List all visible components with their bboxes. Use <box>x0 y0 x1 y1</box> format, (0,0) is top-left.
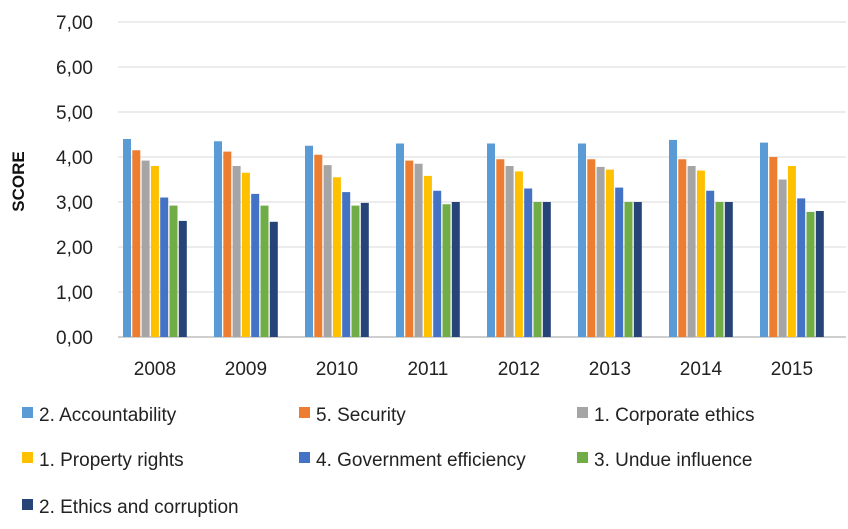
bar-4-government-efficiency <box>706 190 715 337</box>
legend-swatch <box>577 452 588 463</box>
bar-1-corporate-ethics <box>596 166 605 337</box>
bar-3-undue-influence <box>169 205 178 337</box>
bar-1-corporate-ethics <box>778 179 787 337</box>
legend-swatch <box>22 499 33 510</box>
bar-1-property-rights <box>605 169 614 337</box>
x-tick-label: 2012 <box>498 359 540 380</box>
legend: 2. Accountability 5. Security 1. Corporate… <box>22 405 755 518</box>
bar-2-accountability <box>396 143 404 337</box>
bars <box>123 139 824 337</box>
x-axis-ticks: 2008 2009 2010 2011 2012 2013 2014 2015 <box>134 359 813 380</box>
bar-1-corporate-ethics <box>141 160 150 337</box>
legend-label: 2. Accountability <box>39 405 177 426</box>
legend-swatch <box>299 452 310 463</box>
bar-2-accountability <box>123 139 131 337</box>
y-tick-label: 3,00 <box>56 193 93 214</box>
legend-swatch <box>22 407 33 418</box>
bar-1-corporate-ethics <box>414 163 423 337</box>
bar-1-property-rights <box>332 177 341 337</box>
bar-2-accountability <box>669 139 677 337</box>
y-tick-label: 7,00 <box>56 13 93 34</box>
bar-5-security <box>769 157 778 337</box>
y-tick-label: 5,00 <box>56 103 93 124</box>
legend-label: 1. Corporate ethics <box>594 405 755 426</box>
bar-4-government-efficiency <box>342 192 351 337</box>
x-tick-label: 2008 <box>134 359 176 380</box>
bar-2-ethics-and-corruption <box>542 202 551 337</box>
bar-1-property-rights <box>423 175 432 337</box>
bar-2-ethics-and-corruption <box>178 220 187 337</box>
bar-2-ethics-and-corruption <box>360 202 369 337</box>
x-tick-label: 2014 <box>680 359 723 380</box>
y-tick-label: 4,00 <box>56 148 93 169</box>
legend-label: 1. Property rights <box>39 450 184 471</box>
bar-1-property-rights <box>514 171 523 337</box>
bar-5-security <box>678 159 687 337</box>
bar-5-security <box>405 160 414 337</box>
y-tick-label: 2,00 <box>56 238 93 259</box>
bar-2-accountability <box>487 143 495 337</box>
bar-4-government-efficiency <box>433 190 442 337</box>
bar-2-accountability <box>305 145 313 337</box>
legend-label: 5. Security <box>316 405 406 426</box>
bar-2-ethics-and-corruption <box>724 202 733 337</box>
bar-4-government-efficiency <box>251 193 260 337</box>
bar-4-government-efficiency <box>524 188 533 337</box>
bar-2-accountability <box>214 141 222 337</box>
bar-2-accountability <box>578 143 586 337</box>
bar-2-ethics-and-corruption <box>815 211 824 337</box>
bar-2-accountability <box>760 142 768 337</box>
x-tick-label: 2011 <box>407 359 448 380</box>
legend-label: 3. Undue influence <box>594 450 752 471</box>
bar-1-property-rights <box>241 172 250 337</box>
bar-3-undue-influence <box>624 202 633 337</box>
bar-1-corporate-ethics <box>505 166 514 337</box>
bar-2-ethics-and-corruption <box>633 202 642 337</box>
bar-1-corporate-ethics <box>687 166 696 337</box>
legend-swatch <box>577 407 588 418</box>
bar-1-property-rights <box>696 170 705 337</box>
legend-label: 2. Ethics and corruption <box>39 497 239 518</box>
legend-label: 4. Government efficiency <box>316 450 526 471</box>
bar-3-undue-influence <box>351 205 360 337</box>
bar-3-undue-influence <box>806 211 815 337</box>
bar-4-government-efficiency <box>797 198 806 337</box>
y-tick-label: 0,00 <box>56 328 93 349</box>
bar-5-security <box>132 150 141 337</box>
bar-1-property-rights <box>150 166 159 337</box>
x-tick-label: 2010 <box>316 359 358 380</box>
bar-3-undue-influence <box>442 204 451 337</box>
x-tick-label: 2015 <box>771 359 813 380</box>
bar-1-property-rights <box>787 166 796 337</box>
bar-5-security <box>496 159 505 337</box>
bar-3-undue-influence <box>260 205 269 337</box>
bar-1-corporate-ethics <box>323 165 332 337</box>
bar-5-security <box>223 151 232 337</box>
bar-3-undue-influence <box>533 202 542 337</box>
y-axis-title: SCORE <box>9 151 28 211</box>
y-tick-label: 1,00 <box>56 283 93 304</box>
y-axis-ticks: 0,00 1,00 2,00 3,00 4,00 5,00 6,00 7,00 <box>56 13 93 349</box>
x-tick-label: 2009 <box>225 359 267 380</box>
legend-swatch <box>299 407 310 418</box>
bar-5-security <box>587 159 596 337</box>
x-tick-label: 2013 <box>589 359 631 380</box>
bar-1-corporate-ethics <box>232 166 241 337</box>
bar-5-security <box>314 154 323 337</box>
bar-4-government-efficiency <box>615 187 624 337</box>
y-tick-label: 6,00 <box>56 58 93 79</box>
legend-swatch <box>22 452 33 463</box>
bar-2-ethics-and-corruption <box>451 202 460 337</box>
bar-3-undue-influence <box>715 202 724 337</box>
bar-4-government-efficiency <box>160 197 169 337</box>
bar-2-ethics-and-corruption <box>269 221 278 337</box>
